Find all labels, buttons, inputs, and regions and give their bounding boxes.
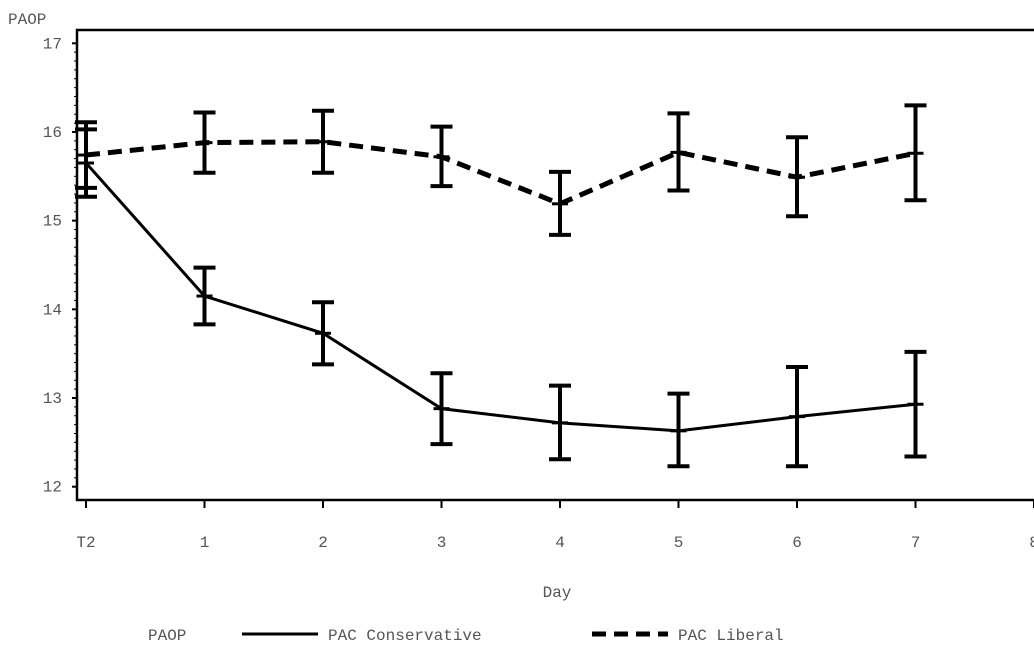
y-axis-title: PAOP (8, 11, 46, 29)
x-tick-label: 3 (437, 534, 447, 552)
legend-title: PAOP (148, 627, 186, 645)
x-tick-label: 5 (674, 534, 684, 552)
series-conservative (75, 127, 927, 469)
series-line (85, 139, 916, 207)
series-line (84, 162, 916, 433)
y-tick-label: 14 (43, 301, 62, 319)
y-tick-label: 15 (43, 213, 62, 231)
series-liberal (75, 103, 927, 237)
x-tick-label: 8 (1029, 534, 1034, 552)
plot-frame (75, 28, 1034, 502)
series-layer (75, 103, 927, 469)
legend: PAOP PAC Conservative PAC Liberal (148, 627, 784, 645)
x-tick-label: T2 (76, 534, 95, 552)
x-axis-title: Day (543, 584, 572, 602)
x-axis: T2 1 2 3 4 5 6 7 8 (76, 500, 1034, 552)
y-tick-label: 17 (43, 35, 62, 53)
y-tick-label: 13 (43, 390, 62, 408)
x-tick-label: 2 (318, 534, 328, 552)
x-tick-label: 7 (911, 534, 921, 552)
y-axis: 12 13 14 15 16 17 (43, 35, 77, 497)
legend-label-conservative: PAC Conservative (328, 627, 482, 645)
x-tick-label: 6 (792, 534, 802, 552)
y-tick-label: 12 (43, 479, 62, 497)
x-tick-label: 4 (555, 534, 565, 552)
y-tick-label: 16 (43, 124, 62, 142)
x-tick-label: 1 (200, 534, 210, 552)
legend-label-liberal: PAC Liberal (678, 627, 784, 645)
